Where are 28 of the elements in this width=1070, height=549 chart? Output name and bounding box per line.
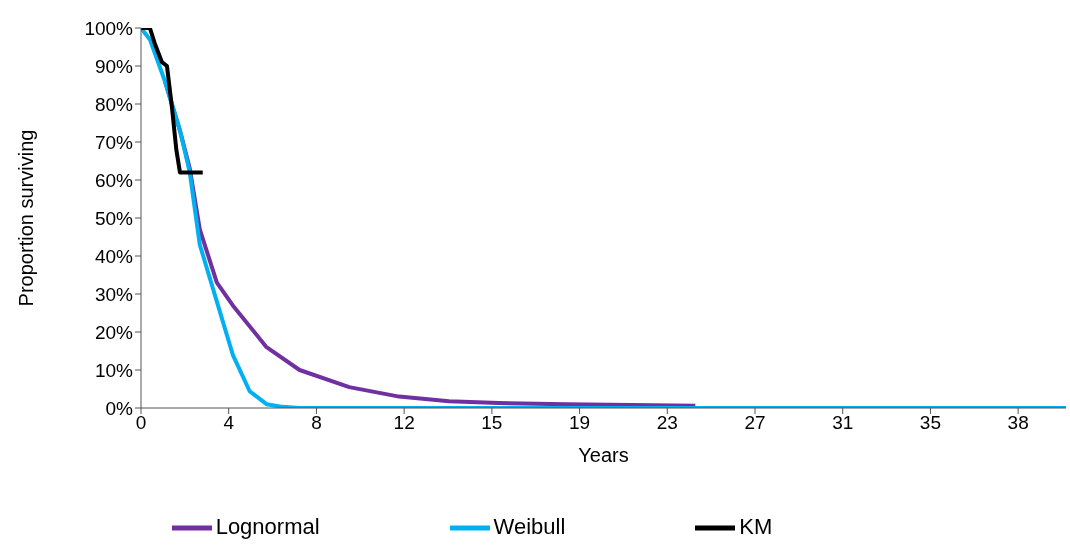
y-tick-label: 80% [94, 93, 134, 115]
y-tick-label: 20% [94, 321, 134, 343]
x-axis-title: Years [578, 444, 629, 467]
x-tick-label: 12 [393, 412, 415, 434]
y-tick-label: 50% [94, 207, 134, 229]
x-tick-label: 31 [832, 412, 854, 434]
x-tick-label: 4 [223, 412, 235, 434]
x-tick-label: 15 [481, 412, 503, 434]
y-tick-label: 70% [94, 131, 134, 153]
legend-label: Lognormal [215, 513, 320, 539]
x-tick-label: 23 [656, 412, 678, 434]
y-tick-label: 60% [94, 169, 134, 191]
x-tick-label: 35 [919, 412, 942, 434]
y-tick-label: 30% [94, 283, 134, 305]
x-tick-label: 27 [744, 412, 766, 434]
line-series [141, 28, 205, 175]
y-axis-title: Proportion surviving [15, 129, 38, 307]
y-tick-label: 100% [84, 17, 134, 39]
legend-label: KM [739, 513, 773, 539]
legend-label: Weibull [493, 513, 566, 539]
y-tick-label: 0% [105, 397, 134, 419]
x-tick-label: 19 [569, 412, 591, 434]
x-tick-label: 38 [1007, 412, 1029, 434]
y-tick-label: 40% [94, 245, 134, 267]
y-tick-label: 90% [94, 55, 134, 77]
x-tick-label: 8 [311, 412, 322, 434]
x-tick-label: 0 [135, 412, 147, 434]
y-tick-label: 10% [94, 359, 134, 381]
